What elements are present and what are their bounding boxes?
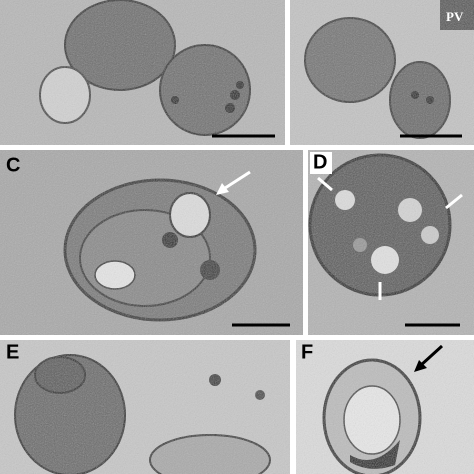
annotation: PV: [446, 9, 464, 24]
panel-b: [290, 0, 474, 145]
arrow-head: [414, 360, 427, 372]
arrow-head: [216, 183, 229, 195]
label-box: [310, 152, 332, 174]
panel-c: [0, 150, 303, 335]
panel-label: C: [6, 154, 20, 176]
arrows: [317, 176, 463, 300]
arrow: [221, 170, 251, 192]
arrow: [418, 344, 444, 368]
panel-a: [0, 0, 285, 145]
panel-label: F: [301, 341, 313, 363]
panel-label: D: [313, 151, 327, 173]
panel-label: E: [6, 341, 19, 363]
panel-f: [296, 340, 474, 474]
panel-e: [0, 340, 290, 474]
panel-d: [308, 150, 474, 335]
